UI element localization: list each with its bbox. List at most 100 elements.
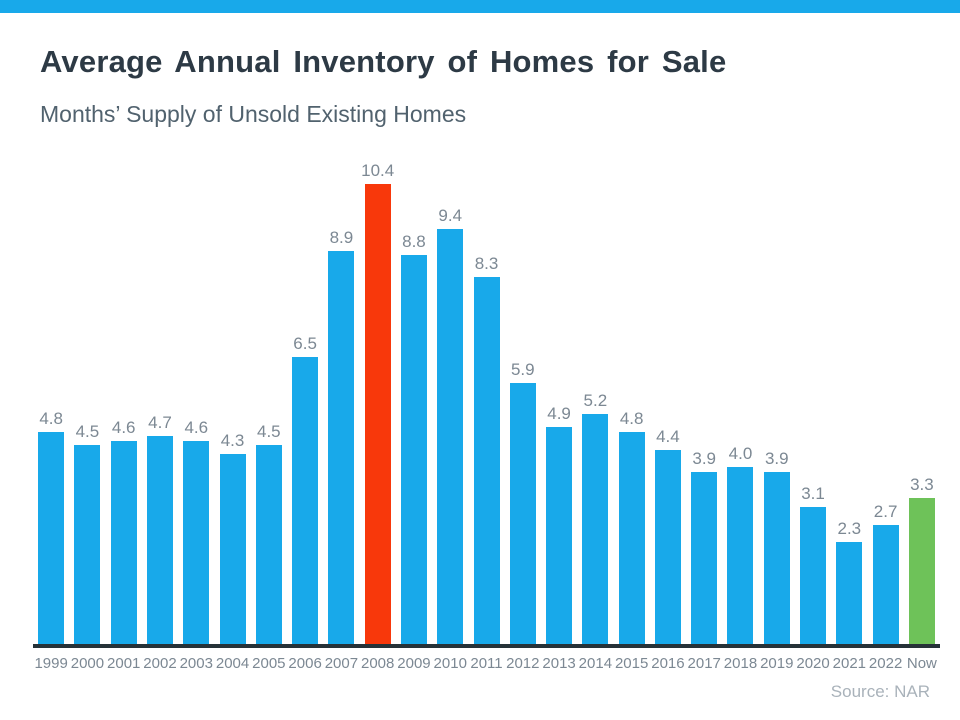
x-axis-labels: 1999 2000 2001 2002 2003 2004 2005 2006 2007 2008…: [33, 655, 940, 672]
bar-2022: [872, 525, 899, 644]
bar-2020: [800, 507, 827, 644]
bar-1999: [38, 432, 65, 644]
bar-2015: [618, 432, 645, 644]
bar-slot-2021: 2.3: [831, 520, 867, 644]
x-tick-label-2015: 2015: [614, 655, 649, 672]
bar-2005: [255, 445, 282, 644]
bar-2008: [364, 184, 391, 644]
bar-chart: 4.8 4.5 4.6 4.7 4.6 4.3 4.5 6.5 8.9 10.4 8.8 9.4 8.3…: [33, 160, 940, 644]
bar-value-label: 4.9: [547, 404, 571, 423]
bar-value-label: 4.8: [619, 409, 644, 428]
bar-value-label: 2.7: [873, 502, 898, 521]
x-tick-label-2002: 2002: [143, 655, 177, 672]
bar-slot-1999: 4.8: [33, 410, 69, 644]
bar-slot-2002: 4.7: [142, 414, 178, 644]
bar-2009: [400, 255, 427, 644]
bar-2010: [437, 229, 464, 644]
bar-value-label: 4.8: [39, 409, 63, 428]
chart-title: Average Annual Inventory of Homes for Sa…: [40, 44, 727, 79]
bar-slot-2009: 8.8: [396, 233, 432, 644]
bar-value-label: 6.5: [293, 334, 317, 353]
bar-slot-2001: 4.6: [106, 419, 142, 644]
x-tick-label-2001: 2001: [107, 655, 141, 672]
bar-value-label: 4.5: [75, 422, 100, 441]
x-tick-label-2010: 2010: [433, 655, 467, 672]
bar-slot-2014: 5.2: [577, 392, 613, 644]
bar-slot-2017: 3.9: [686, 450, 722, 644]
bar-value-label: 9.4: [438, 206, 463, 225]
bar-value-label: 8.9: [329, 228, 354, 247]
bar-2014: [582, 414, 609, 644]
bar-slot-2005: 4.5: [251, 423, 287, 644]
bar-2019: [763, 472, 790, 644]
bar-slot-2003: 4.6: [178, 419, 214, 644]
bar-now: [908, 498, 935, 644]
bar-2017: [691, 472, 718, 644]
x-tick-label-2008: 2008: [360, 655, 395, 672]
x-tick-label-2022: 2022: [868, 655, 903, 672]
bar-value-label: 8.8: [402, 232, 426, 251]
x-tick-label-2013: 2013: [542, 655, 576, 672]
x-tick-label-2005: 2005: [252, 655, 286, 672]
bar-slot-2016: 4.4: [650, 428, 686, 644]
source-credit: Source: NAR: [830, 682, 930, 701]
x-tick-label-2003: 2003: [179, 655, 213, 672]
x-tick-label-2011: 2011: [470, 655, 503, 672]
bar-value-label: 4.7: [148, 413, 172, 432]
bar-2016: [654, 450, 681, 644]
bar-2012: [509, 383, 536, 644]
x-tick-label-now: Now: [906, 655, 937, 672]
bar-slot-2019: 3.9: [759, 450, 795, 644]
bar-value-label: 8.3: [474, 254, 499, 273]
bar-value-label: 4.0: [728, 444, 753, 463]
bar-slot-2013: 4.9: [541, 405, 577, 644]
x-tick-label-2012: 2012: [506, 655, 540, 672]
x-tick-label-2018: 2018: [723, 655, 758, 672]
x-tick-label-2017: 2017: [687, 655, 721, 672]
bar-value-label: 4.3: [220, 431, 245, 450]
bar-2006: [292, 357, 319, 644]
bar-slot-2008: 10.4: [360, 162, 396, 644]
bar-value-label: 4.5: [257, 422, 281, 441]
x-tick-label-2006: 2006: [288, 655, 322, 672]
bar-value-label: 4.6: [111, 418, 136, 437]
bar-slot-2011: 8.3: [468, 255, 504, 644]
bar-value-label: 3.3: [910, 475, 934, 494]
bar-value-label: 10.4: [361, 161, 395, 180]
x-tick-label-2014: 2014: [578, 655, 613, 672]
x-tick-label-2019: 2019: [760, 655, 794, 672]
bar-2001: [110, 441, 137, 644]
bar-value-label: 4.6: [184, 418, 209, 437]
bar-slot-2015: 4.8: [614, 410, 650, 644]
bar-slot-2012: 5.9: [505, 361, 541, 644]
x-tick-label-2004: 2004: [215, 655, 250, 672]
bar-slot-2007: 8.9: [323, 229, 359, 644]
chart-subtitle: Months’ Supply of Unsold Existing Homes: [40, 101, 467, 127]
bar-2021: [836, 542, 863, 644]
x-tick-label-2007: 2007: [324, 655, 359, 672]
bar-slot-2022: 2.7: [867, 503, 903, 644]
bar-slot-2006: 6.5: [287, 335, 323, 644]
bar-slot-now: 3.3: [904, 476, 940, 644]
bars-row: 4.8 4.5 4.6 4.7 4.6 4.3 4.5 6.5 8.9 10.4 8.8 9.4 8.3…: [33, 160, 940, 644]
header-accent-strip: [0, 0, 960, 13]
x-tick-label-2000: 2000: [70, 655, 105, 672]
x-axis-line: [33, 644, 940, 648]
bar-2007: [328, 251, 355, 644]
bar-2013: [546, 427, 573, 644]
bar-value-label: 4.4: [656, 427, 680, 446]
bar-2002: [146, 436, 173, 644]
bar-slot-2010: 9.4: [432, 207, 468, 644]
bar-value-label: 5.9: [510, 360, 535, 379]
x-tick-label-2009: 2009: [397, 655, 431, 672]
bar-2011: [473, 277, 500, 644]
x-tick-label-1999: 1999: [34, 655, 68, 672]
x-tick-label-2021: 2021: [832, 655, 867, 672]
bar-value-label: 3.1: [801, 484, 825, 503]
bar-value-label: 5.2: [583, 391, 608, 410]
bar-slot-2004: 4.3: [214, 432, 250, 644]
bar-2003: [183, 441, 210, 644]
x-tick-label-2020: 2020: [796, 655, 830, 672]
bar-2004: [219, 454, 246, 644]
